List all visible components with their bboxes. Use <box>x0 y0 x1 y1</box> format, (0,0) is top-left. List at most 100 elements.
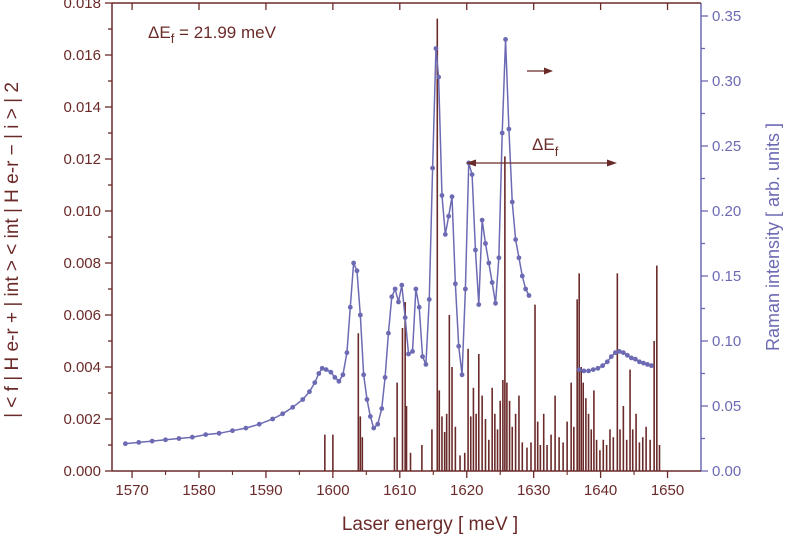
raman-point-65 <box>483 241 488 246</box>
x-axis-title: Laser energy [ meV ] <box>342 514 518 535</box>
raman-point-87 <box>612 350 618 356</box>
y-left-tick-label: 0.018 <box>63 0 101 12</box>
y-right-tick-label: 0.25 <box>712 138 741 155</box>
raman-point-22 <box>336 378 342 384</box>
x-tick-label: 1600 <box>316 482 349 499</box>
raman-point-38 <box>392 286 398 292</box>
y-left-tick-label: 0.004 <box>63 359 101 376</box>
raman-point-73 <box>509 199 515 205</box>
raman-point-81 <box>586 368 591 374</box>
raman-point-64 <box>479 217 485 223</box>
delta-subscript: f <box>171 31 175 46</box>
x-tick-label: 1640 <box>584 482 617 499</box>
y-left-tick-label: 0.002 <box>63 411 101 428</box>
raman-point-42 <box>406 351 411 357</box>
raman-point-78 <box>526 293 532 298</box>
raman-point-31 <box>367 414 373 419</box>
raman-point-79 <box>576 367 582 372</box>
y-left-tick-label: 0.008 <box>63 255 101 272</box>
y-right-tick-label: 0.15 <box>712 268 741 285</box>
raman-point-76 <box>519 273 525 279</box>
raman-point-17 <box>316 371 322 376</box>
raman-point-93 <box>637 359 642 365</box>
raman-point-11 <box>270 416 276 422</box>
raman-point-30 <box>364 397 370 402</box>
raman-point-56 <box>452 281 458 287</box>
raman-point-72 <box>506 126 512 132</box>
raman-point-3 <box>163 437 168 443</box>
raman-point-13 <box>290 404 296 410</box>
raman-point-51 <box>436 74 442 80</box>
y-left-tick-label: 0.012 <box>63 151 101 168</box>
raman-point-6 <box>203 432 209 437</box>
y-right-tick-label: 0.35 <box>712 8 741 25</box>
raman-point-26 <box>351 260 357 266</box>
raman-point-15 <box>307 389 312 395</box>
raman-point-71 <box>503 37 508 42</box>
raman-point-94 <box>641 360 646 366</box>
raman-point-77 <box>523 286 529 292</box>
raman-point-29 <box>361 372 367 378</box>
raman-point-55 <box>449 194 455 200</box>
raman-point-88 <box>616 349 622 354</box>
bars-layer <box>324 18 661 471</box>
raman-point-68 <box>493 300 498 306</box>
raman-point-67 <box>489 280 495 285</box>
delta-ef-double-arrow <box>466 159 617 167</box>
y-axis-title-right: Raman intensity [ arb. units ] <box>763 123 783 351</box>
raman-point-7 <box>216 430 222 436</box>
raman-point-39 <box>396 299 401 305</box>
x-tick-label: 1650 <box>651 482 684 499</box>
raman-point-45 <box>416 304 422 310</box>
raman-point-1 <box>136 440 142 445</box>
y-left-tick-label: 0.006 <box>63 307 101 324</box>
x-tick-label: 1590 <box>249 482 282 499</box>
raman-point-40 <box>399 282 405 288</box>
raman-point-23 <box>340 372 346 378</box>
raman-point-35 <box>382 375 388 380</box>
raman-point-74 <box>513 237 518 243</box>
right-axis-arrow <box>527 67 553 75</box>
raman-point-14 <box>300 397 306 402</box>
raman-point-36 <box>386 330 391 336</box>
y-left-tick-label: 0.000 <box>63 463 101 480</box>
raman-point-86 <box>608 354 614 359</box>
raman-point-18 <box>319 365 325 371</box>
raman-curve-layer <box>122 37 654 447</box>
delta-symbol: ΔE <box>148 23 171 42</box>
arrow-label-subscript: f <box>555 144 559 159</box>
y-right-tick-label: 0.05 <box>712 398 741 415</box>
raman-point-50 <box>433 46 439 51</box>
raman-point-85 <box>604 359 610 365</box>
y-left-tick-label: 0.010 <box>63 203 101 220</box>
raman-point-27 <box>354 268 360 274</box>
raman-point-12 <box>280 411 286 417</box>
raman-point-4 <box>176 436 182 441</box>
raman-point-80 <box>581 368 587 374</box>
raman-point-8 <box>230 428 235 434</box>
raman-point-46 <box>420 354 425 359</box>
raman-point-82 <box>590 367 596 372</box>
y-right-tick-label: 0.00 <box>712 463 741 480</box>
raman-point-28 <box>357 312 363 318</box>
raman-point-16 <box>312 380 318 385</box>
raman-point-52 <box>439 193 445 198</box>
raman-point-89 <box>620 350 626 356</box>
x-tick-label: 1620 <box>450 482 483 499</box>
raman-point-43 <box>410 349 415 354</box>
raman-point-20 <box>328 369 334 375</box>
raman-point-91 <box>628 355 634 361</box>
arrow-label: ΔEf <box>532 135 559 159</box>
axes-layer <box>111 2 702 472</box>
raman-point-33 <box>375 421 381 427</box>
x-tick-label: 1570 <box>115 482 148 499</box>
raman-point-54 <box>446 213 452 219</box>
x-tick-label: 1580 <box>182 482 215 499</box>
raman-point-96 <box>649 363 654 369</box>
y-right-tick-label: 0.20 <box>712 203 741 220</box>
raman-point-41 <box>402 315 408 320</box>
raman-point-47 <box>423 362 429 367</box>
raman-point-66 <box>486 260 492 266</box>
raman-point-48 <box>426 297 432 302</box>
arrow-label-main: ΔE <box>532 135 555 154</box>
